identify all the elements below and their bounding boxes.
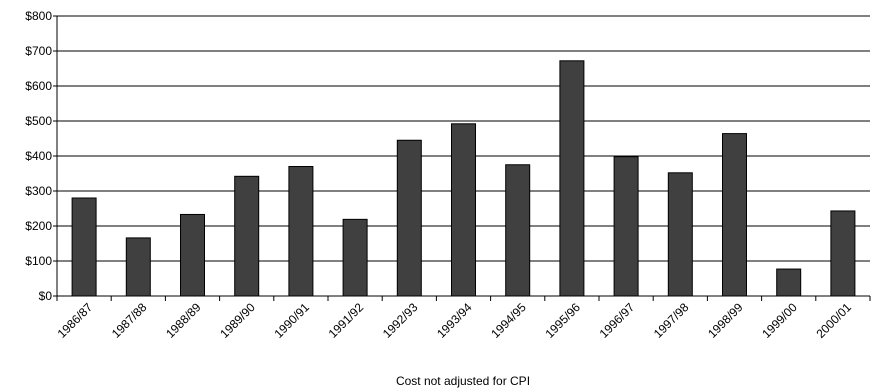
y-tick-label: $700	[25, 44, 52, 58]
x-tick-label: 1994/95	[488, 300, 529, 341]
x-tick-label: 1991/92	[326, 300, 367, 341]
bar-1988-89	[180, 213, 205, 297]
bars	[71, 60, 856, 297]
x-tick-label: 1996/97	[597, 300, 638, 341]
x-tick-label: 1995/96	[542, 300, 583, 341]
y-tick-label: $300	[25, 184, 52, 198]
bar-1990-91	[288, 166, 314, 297]
x-tick-label: 1987/88	[109, 300, 150, 341]
bar-1999-00	[776, 268, 802, 297]
x-tick-label: 1988/89	[163, 300, 204, 341]
bar-1992-93	[396, 139, 422, 297]
y-tick-label: $400	[25, 149, 52, 163]
x-tick-label: 2000/01	[813, 300, 854, 341]
x-tick-label: 1999/00	[759, 300, 800, 341]
x-tick-label: 1993/94	[434, 300, 475, 341]
y-tick-label: $100	[25, 254, 52, 268]
x-tick-label: 1989/90	[217, 300, 258, 341]
x-tick-label: 1986/87	[55, 300, 96, 341]
bar-1997-98	[667, 172, 693, 297]
x-axis-label: Cost not adjusted for CPI	[396, 374, 530, 388]
y-tick-label: $800	[25, 9, 52, 23]
bar-1987-88	[125, 237, 151, 297]
bar-1986-87	[71, 197, 97, 297]
y-tick-label: $0	[39, 289, 53, 303]
bar-1998-99	[722, 133, 747, 297]
bar-1995-96	[559, 60, 585, 297]
y-tick-label: $500	[25, 114, 52, 128]
x-tick-label: 1997/98	[651, 300, 692, 341]
bar-1991-92	[342, 218, 368, 297]
bar-1996-97	[613, 156, 639, 297]
y-axis-ticks: $0 $100 $200 $300 $400 $500 $600 $700 $800	[25, 9, 57, 303]
y-tick-label: $200	[25, 219, 52, 233]
bar-2000-01	[830, 210, 856, 297]
bar-1993-94	[451, 123, 476, 297]
x-axis-ticks: 1986/87 1987/88 1988/89 1989/90 1990/91 1991/…	[55, 296, 871, 341]
axes	[56, 16, 870, 297]
y-tick-label: $600	[25, 79, 52, 93]
x-tick-label: 1998/99	[705, 300, 746, 341]
bar-1989-90	[234, 175, 260, 297]
x-tick-label: 1990/91	[271, 300, 312, 341]
x-tick-label: 1992/93	[380, 300, 421, 341]
bar-1994-95	[505, 164, 531, 297]
